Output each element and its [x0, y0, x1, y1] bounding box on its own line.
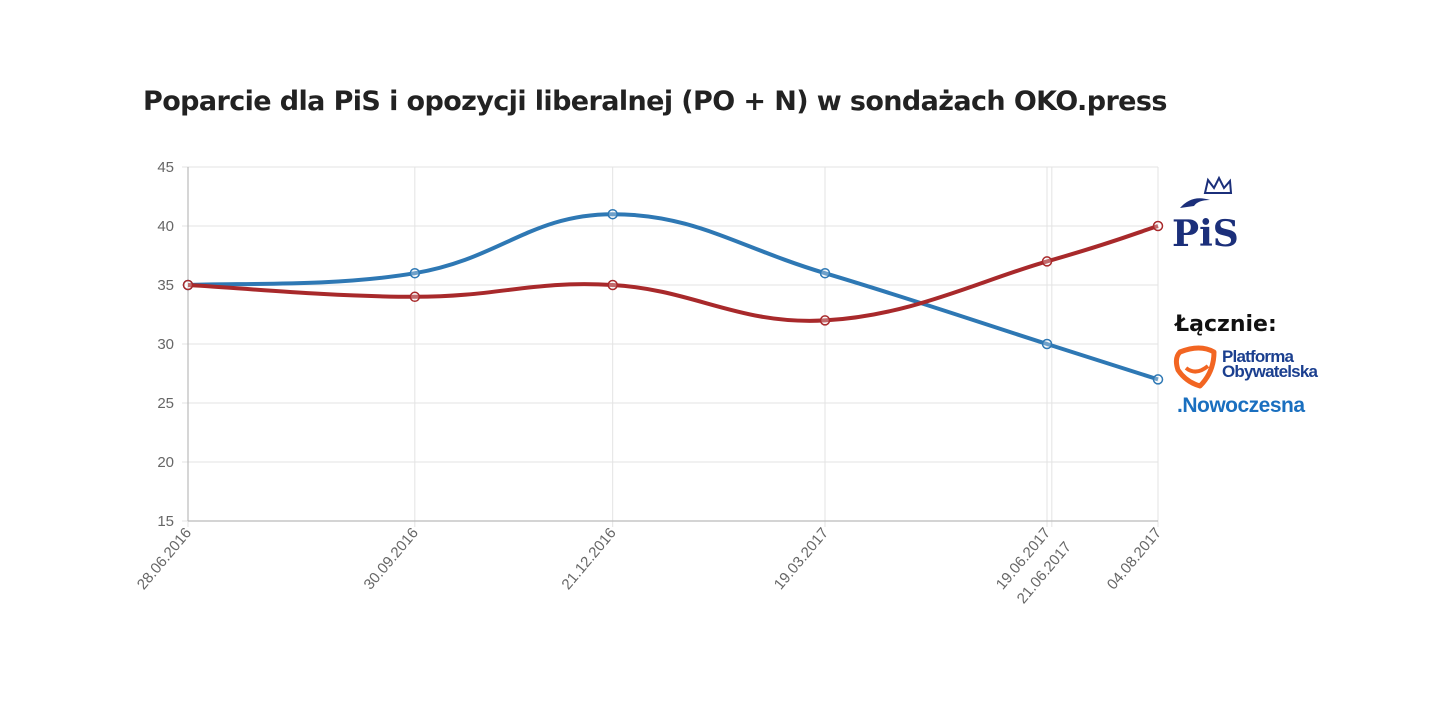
- data-point: [819, 267, 831, 279]
- po-logo-line2: Obywatelska: [1222, 362, 1318, 381]
- combined-label: Łącznie:: [1175, 312, 1277, 337]
- po-logo-line1: Platforma: [1222, 347, 1294, 366]
- series-line-0: [187, 212, 1159, 382]
- data-point: [1041, 256, 1053, 267]
- po-logo-text: Platforma Obywatelska: [1222, 347, 1318, 381]
- data-point: [607, 279, 618, 291]
- crown-icon: [1203, 175, 1233, 194]
- data-point: [819, 315, 831, 326]
- data-point: [1152, 220, 1164, 232]
- pis-logo: PiS: [1172, 175, 1239, 255]
- eagle-icon: [1180, 198, 1210, 208]
- data-point: [182, 279, 194, 291]
- y-tick-label: 40: [157, 218, 174, 235]
- po-logo-icon: [1173, 345, 1217, 389]
- series-line-1: [187, 224, 1159, 323]
- nowoczesna-logo-text: .Nowoczesna: [1177, 394, 1305, 417]
- data-point: [607, 208, 618, 220]
- pis-logo-text: PiS: [1172, 213, 1239, 255]
- chart-title: Poparcie dla PiS i opozycji liberalnej (…: [143, 86, 1167, 117]
- data-point: [409, 267, 421, 279]
- data-point: [1152, 374, 1164, 385]
- y-tick-label: 15: [157, 513, 174, 530]
- y-tick-label: 45: [157, 159, 174, 176]
- data-point: [409, 291, 421, 303]
- y-tick-label: 30: [157, 336, 174, 353]
- data-point: [1041, 338, 1053, 350]
- y-tick-label: 35: [157, 277, 174, 294]
- y-tick-label: 25: [157, 395, 174, 412]
- y-tick-label: 20: [157, 454, 174, 471]
